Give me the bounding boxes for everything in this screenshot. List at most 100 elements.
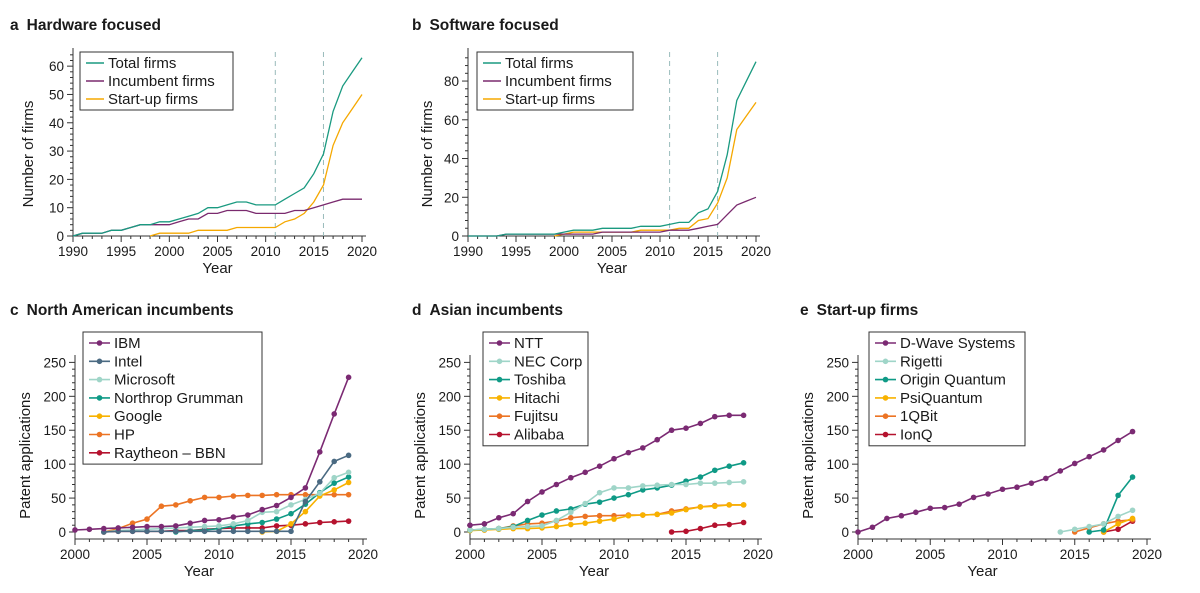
data-point	[539, 489, 545, 495]
data-point	[553, 508, 560, 514]
data-point	[216, 494, 222, 501]
data-point	[496, 525, 502, 532]
data-point	[668, 529, 675, 535]
series-line-alibaba	[671, 521, 744, 533]
data-point	[625, 491, 632, 498]
data-point	[288, 494, 294, 501]
x-tick-label: 2005	[202, 244, 232, 259]
data-point	[317, 478, 323, 485]
data-point	[345, 491, 352, 498]
legend-marker	[496, 431, 503, 438]
data-point	[510, 524, 516, 531]
legend-marker	[882, 340, 889, 346]
panel-a: a Hardware focused 0 10 20 30 40 50 60 1990 1995 20…	[10, 17, 377, 277]
legend-label: 1QBit	[900, 408, 938, 425]
x-tick-label: 2000	[60, 547, 90, 562]
data-point	[1086, 453, 1092, 460]
y-tick-label: 20	[49, 172, 64, 187]
data-point	[288, 502, 294, 508]
x-tick-label: 2020	[347, 244, 377, 259]
legend-label: Incumbent firms	[108, 73, 215, 90]
data-point	[712, 480, 718, 486]
data-point	[683, 506, 689, 513]
data-point	[1043, 475, 1049, 482]
data-point	[726, 521, 732, 528]
data-point	[941, 504, 948, 511]
legend-marker	[882, 413, 889, 420]
x-tick-label: 2010	[599, 547, 629, 562]
data-point	[956, 501, 962, 507]
x-tick-label: 2020	[743, 547, 773, 562]
x-tick-label: 2020	[1132, 547, 1162, 562]
data-point	[273, 528, 280, 535]
data-point	[524, 517, 531, 524]
data-point	[288, 528, 294, 535]
data-point	[683, 481, 689, 488]
data-point	[1057, 468, 1064, 474]
data-point	[985, 491, 991, 497]
data-point	[510, 510, 516, 517]
data-point	[216, 516, 222, 523]
data-point	[245, 512, 251, 518]
legend-label: PsiQuantum	[900, 390, 983, 407]
data-point	[553, 523, 560, 530]
y-tick-label: 100	[826, 457, 849, 472]
x-tick-label: 2000	[455, 547, 485, 562]
series-line-start-up-firms	[554, 102, 757, 237]
legend-marker	[96, 431, 103, 438]
y-tick-label: 250	[826, 355, 849, 370]
x-axis-label: Year	[202, 260, 232, 277]
x-tick-label: 2010	[645, 244, 675, 259]
y-axis-label: Patent applications	[412, 392, 429, 519]
x-tick-label: 1995	[501, 244, 531, 259]
x-tick-label: 2005	[132, 547, 162, 562]
legend-label: Rigetti	[900, 353, 943, 370]
data-point	[115, 525, 121, 531]
y-tick-label: 200	[826, 389, 849, 404]
data-point	[1115, 513, 1121, 520]
y-tick-label: 200	[438, 389, 461, 404]
data-point	[1028, 480, 1035, 486]
data-point	[345, 474, 352, 480]
x-axis-label: Year	[184, 563, 214, 580]
data-point	[582, 469, 588, 476]
data-point	[230, 528, 237, 535]
data-point	[259, 528, 266, 535]
legend-marker	[496, 395, 503, 401]
panel-title-text: Software focused	[429, 17, 558, 34]
panel-title: a Hardware focused	[10, 17, 161, 34]
x-tick-label: 2015	[299, 244, 329, 259]
y-tick-label: 200	[43, 389, 66, 404]
y-tick-label: 80	[444, 74, 459, 89]
legend-box	[79, 51, 234, 111]
y-tick-label: 50	[446, 491, 461, 506]
data-point	[568, 509, 574, 516]
legend-label: HP	[114, 427, 135, 444]
data-point	[524, 523, 531, 530]
y-tick-label: 0	[841, 525, 849, 540]
data-point	[230, 493, 237, 499]
legend-marker	[496, 358, 503, 365]
data-point	[1115, 521, 1121, 527]
data-point	[611, 485, 617, 491]
panel-letter: a	[10, 17, 19, 34]
x-tick-label: 2010	[251, 244, 281, 259]
panel-letter: c	[10, 302, 19, 319]
data-point	[611, 495, 617, 501]
x-tick-label: 2005	[597, 244, 627, 259]
x-tick-label: 2020	[741, 244, 771, 259]
data-point	[345, 518, 352, 524]
y-tick-label: 100	[438, 457, 461, 472]
data-point	[201, 528, 208, 535]
x-tick-label: 2000	[843, 547, 873, 562]
legend-box	[482, 331, 589, 447]
panel-title: c North American incumbents	[10, 302, 234, 319]
x-tick-label: 2010	[204, 547, 234, 562]
x-axis-label: Year	[597, 260, 627, 277]
data-point	[582, 520, 588, 526]
legend-marker	[96, 395, 103, 401]
